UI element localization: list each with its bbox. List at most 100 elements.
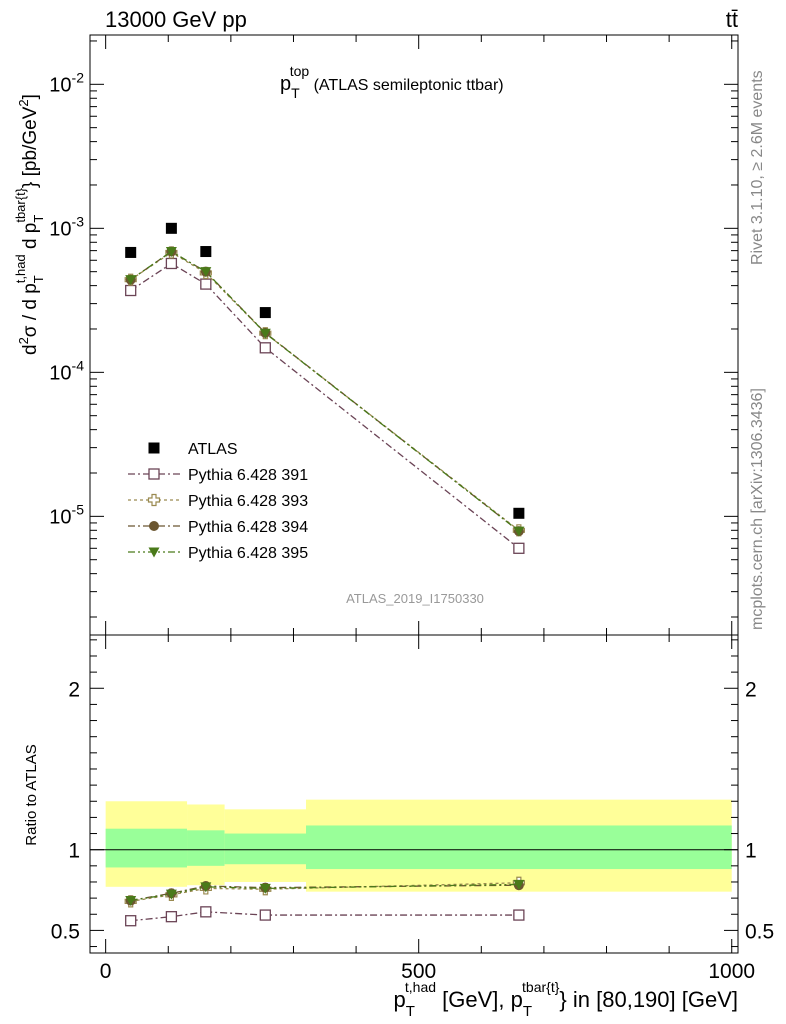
legend-item-1: Pythia 6.428 391 (128, 467, 308, 484)
main-series-2 (124, 246, 525, 537)
legend-item-0: ATLAS (148, 441, 238, 458)
main-series-line-1 (130, 262, 520, 549)
main-series-1 (125, 257, 525, 554)
main-point-1-0 (125, 284, 137, 297)
xlabel-sub1: T (406, 1003, 415, 1020)
ratio-bands (90, 799, 738, 892)
main-point-1-4 (513, 542, 525, 554)
ratio-point-3-2 (200, 882, 212, 893)
ratio-point-3-0 (125, 896, 137, 907)
main-ytick-label-0: 10-5 (49, 501, 84, 528)
legend-label-0: ATLAS (188, 441, 238, 458)
main-ytick-mantissa: 10 (49, 218, 71, 240)
legend-marker-2 (147, 493, 161, 507)
legend-label-3: Pythia 6.428 394 (188, 519, 308, 536)
ratio-point-3-4 (513, 879, 525, 890)
main-y-ticks: 10-510-410-310-2 (49, 40, 738, 618)
ylabel-d2sigma: d (20, 344, 41, 355)
main-title-rest: (ATLAS semileptonic ttbar) (309, 77, 503, 94)
main-ytick-exponent: -3 (72, 213, 85, 229)
ratio-ytick-label-right-0: 0.5 (745, 920, 774, 943)
xlabel-sup1: t,had (405, 979, 436, 995)
main-series-line-4 (130, 250, 520, 532)
ratio-xtick-label-1: 500 (401, 960, 436, 983)
main-point-4-4 (513, 526, 525, 537)
ratio-band-green-0 (105, 828, 188, 868)
main-ytick-mantissa: 10 (49, 362, 71, 384)
legend-marker-4 (148, 547, 160, 558)
xlabel-sup2: tbar{t} (522, 979, 560, 995)
main-series-line-2 (130, 251, 520, 531)
ratio-band-green-3 (306, 825, 732, 870)
ratio-panel: 0.5 0.51 12 20 500 1000 Ratio to ATLAS pTt,ha… (23, 634, 774, 1020)
legend: ATLAS Pythia 6.428 391 Pythia 6.428 393 Pyt… (128, 441, 308, 562)
main-point-0-2 (200, 246, 212, 258)
ratio-xtick-label-0: 0 (100, 960, 112, 983)
header-left: 13000 GeV pp (105, 7, 247, 32)
main-point-1-3 (259, 342, 271, 354)
legend-label-1: Pythia 6.428 391 (188, 467, 308, 484)
legend-item-4: Pythia 6.428 395 (128, 545, 308, 562)
main-point-4-1 (165, 247, 177, 258)
main-plot-area (124, 222, 525, 554)
ratio-band-green-1 (187, 830, 225, 866)
watermark: ATLAS_2019_I1750330 (346, 591, 484, 606)
side-label-bottom: mcplots.cern.ch [arXiv:1306.3436] (749, 388, 766, 630)
ratio-ytick-label-right-1: 1 (745, 840, 757, 863)
main-title-sup: top (290, 63, 310, 79)
ratio-ytick-label-right-2: 2 (745, 678, 757, 701)
legend-label-4: Pythia 6.428 395 (188, 545, 308, 562)
main-title-p: p (280, 73, 291, 95)
legend-marker-0 (148, 442, 160, 454)
ratio-frame (89, 634, 739, 954)
main-ylabel: d2σ / d pTt,had d pTtbar{t}} [pb/GeV2] (13, 94, 46, 355)
ratio-point-3-3 (259, 883, 271, 894)
ratio-ytick-label-left-0: 0.5 (51, 920, 80, 943)
main-series-line-3 (130, 250, 520, 532)
main-point-1-2 (200, 278, 212, 290)
main-series-4 (125, 247, 525, 537)
main-ytick-mantissa: 10 (49, 506, 71, 528)
ratio-xlabel: pTt,had [GeV], pTtbar{t}} in [80,190] [G… (393, 979, 738, 1020)
main-x-ticks (105, 35, 733, 635)
ratio-ytick-label-left-1: 1 (68, 840, 80, 863)
ratio-xtick-label-2: 1000 (708, 960, 755, 983)
xlabel-mid: [GeV], p (436, 987, 523, 1012)
main-series-0 (125, 222, 525, 519)
header-right: tt̄ (726, 7, 738, 32)
main-point-1-1 (165, 257, 178, 270)
ratio-point-0-1 (165, 911, 178, 923)
main-ytick-label-1: 10-4 (49, 357, 84, 384)
ratio-series-line-0 (130, 911, 519, 922)
main-title: pTtop (ATLAS semileptonic ttbar) (280, 63, 504, 101)
main-point-4-2 (200, 267, 212, 278)
legend-label-2: Pythia 6.428 393 (188, 493, 308, 510)
ratio-series-3 (125, 879, 525, 907)
main-ytick-exponent: -2 (72, 69, 85, 85)
legend-marker-1 (148, 468, 160, 480)
main-ytick-label-3: 10-2 (49, 69, 84, 96)
ratio-point-0-4 (513, 909, 525, 921)
main-point-0-1 (165, 222, 177, 234)
main-point-0-4 (513, 507, 525, 519)
legend-marker-3 (149, 521, 159, 531)
ratio-ylabel: Ratio to ATLAS (23, 744, 40, 845)
main-point-4-3 (259, 328, 271, 339)
main-point-4-0 (125, 275, 137, 286)
ratio-band-green-2 (224, 833, 306, 865)
main-ytick-label-2: 10-3 (49, 213, 84, 240)
ratio-ytick-label-left-2: 2 (68, 678, 80, 701)
ratio-point-0-0 (125, 915, 137, 927)
legend-item-2: Pythia 6.428 393 (128, 493, 308, 510)
legend-item-3: Pythia 6.428 394 (128, 519, 308, 536)
main-point-0-3 (259, 307, 271, 319)
main-panel: 10-510-410-310-2 pTtop (ATLAS semilepton… (13, 34, 739, 636)
side-label-top: Rivet 3.1.10, ≥ 2.6M events (749, 70, 766, 265)
ratio-ticks: 0.5 0.5 1 1 2 2 0 500 1000 (51, 635, 774, 983)
ratio-point-3-1 (165, 889, 177, 900)
main-series-3 (125, 246, 524, 537)
ratio-point-0-2 (200, 906, 212, 918)
main-title-sub: T (291, 85, 300, 101)
ratio-plot-area (124, 876, 525, 927)
